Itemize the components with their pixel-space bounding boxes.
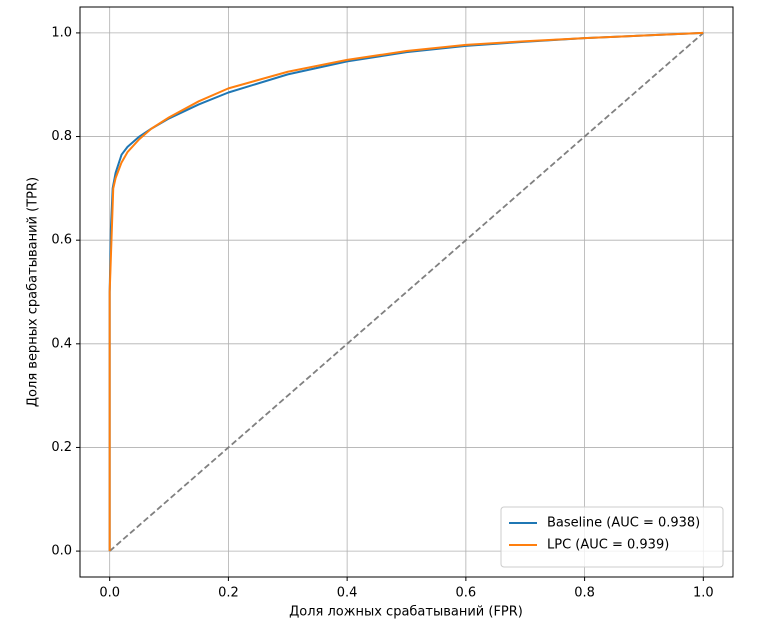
x-tick-label: 0.4 — [337, 586, 358, 601]
legend-label: Baseline (AUC = 0.938) — [547, 516, 700, 531]
legend-label: LPC (AUC = 0.939) — [547, 538, 669, 553]
x-tick-label: 0.0 — [99, 586, 120, 601]
x-tick-label: 0.2 — [218, 586, 239, 601]
x-tick-label: 1.0 — [693, 586, 714, 601]
x-tick-label: 0.6 — [456, 586, 477, 601]
y-tick-label: 0.4 — [51, 336, 72, 351]
y-tick-label: 0.8 — [51, 129, 72, 144]
series-line — [108, 31, 704, 552]
x-axis-label: Доля ложных срабатываний (FPR) — [289, 605, 523, 620]
y-tick-label: 0.6 — [51, 233, 72, 248]
legend-box — [500, 506, 724, 568]
y-axis-label: Доля верных срабатываний (TPR) — [26, 177, 41, 407]
reference-line — [109, 32, 704, 552]
y-tick-label: 1.0 — [51, 25, 72, 40]
x-tick-label: 0.8 — [574, 586, 595, 601]
y-tick-label: 0.2 — [51, 440, 72, 455]
plot-frame — [79, 6, 734, 578]
y-tick-label: 0.0 — [51, 544, 72, 559]
